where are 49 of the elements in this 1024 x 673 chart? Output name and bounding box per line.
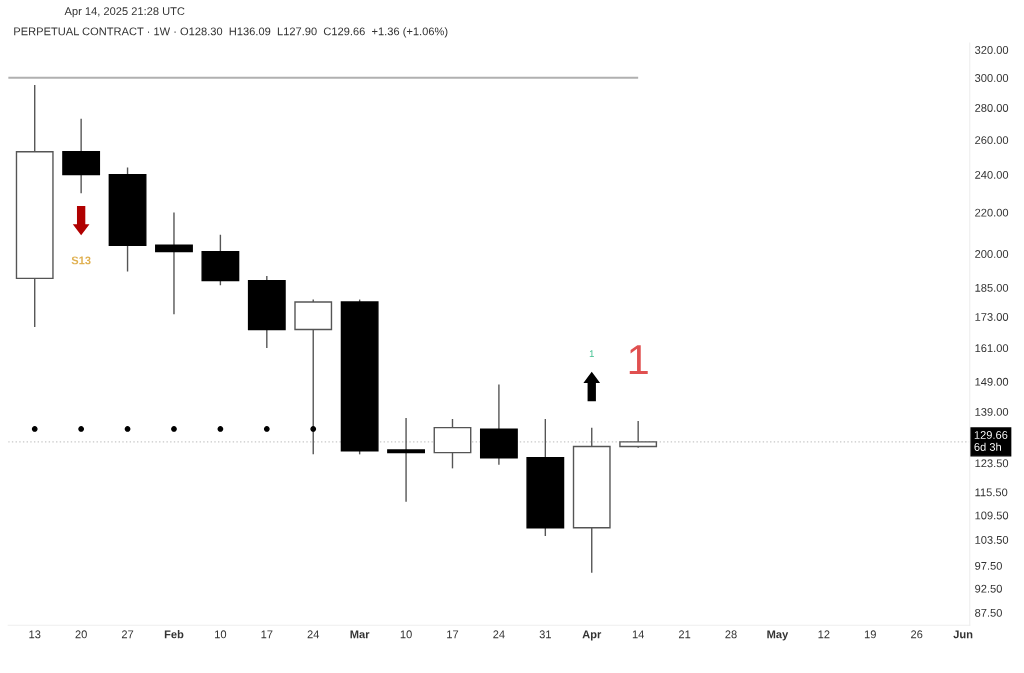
y-tick-label: 103.50 [975,536,1009,544]
annotation: S13 [71,256,91,265]
annotation: 1 [589,350,594,358]
candlestick [155,211,193,315]
x-tick-label: 20 [75,630,87,639]
x-tick-label: 31 [539,630,551,639]
y-tick-label: 87.50 [975,608,1002,617]
y-tick-label: 185.00 [975,283,1009,292]
x-tick-label: 10 [400,630,412,639]
y-tick-label: 320.00 [975,46,1009,54]
y-tick-label: 220.00 [975,208,1009,217]
x-tick-label: 26 [911,630,923,639]
x-tick-label: 19 [864,630,876,639]
y-tick-label: 97.50 [975,561,1002,570]
y-tick-label: 280.00 [975,104,1009,112]
y-tick-label: 139.00 [975,408,1009,416]
chart-subtitle: PERPETUAL CONTRACT · 1W · O128.30 H136.09 L127.90 C129.66 +1.36 (+1.06%) [14,27,448,38]
x-tick-label: May [767,630,789,641]
y-tick-label: 300.00 [975,74,1009,82]
y-tick-label: 109.50 [975,511,1009,520]
y-tick-label: 200.00 [975,250,1009,258]
x-tick-label: 21 [678,630,691,639]
x-tick-label: 13 [29,630,41,639]
x-tick-label: 12 [818,630,830,639]
x-tick-label: 27 [121,630,134,639]
candlestick [619,420,658,449]
x-tick-label: 10 [215,630,227,639]
x-tick-label: Apr [582,630,602,641]
y-tick-label: 161.00 [975,344,1009,353]
x-tick-label: 14 [632,630,645,639]
x-tick-label: Mar [350,630,370,639]
ref-line-label: 129.66 6d 3h [974,431,1008,451]
y-tick-label: 149.00 [975,377,1009,386]
chart-title: Apr 14, 2025 21:28 UTC [64,7,185,18]
y-tick-label: 123.50 [975,459,1009,468]
x-tick-label: Jun [953,630,973,639]
candlestick [387,417,425,503]
x-tick-label: 17 [261,630,273,639]
x-tick-label: 17 [447,630,459,639]
y-tick-label: 173.00 [975,313,1009,321]
y-tick-label: 260.00 [975,136,1009,145]
annotation: 1 [629,345,648,375]
x-tick-label: 24 [307,630,320,639]
y-tick-label: 92.50 [975,584,1002,593]
x-tick-label: Feb [164,630,184,639]
y-tick-label: 115.50 [975,488,1008,497]
y-tick-label: 240.00 [975,170,1009,179]
x-tick-label: 24 [493,630,505,639]
x-tick-label: 28 [725,630,737,639]
